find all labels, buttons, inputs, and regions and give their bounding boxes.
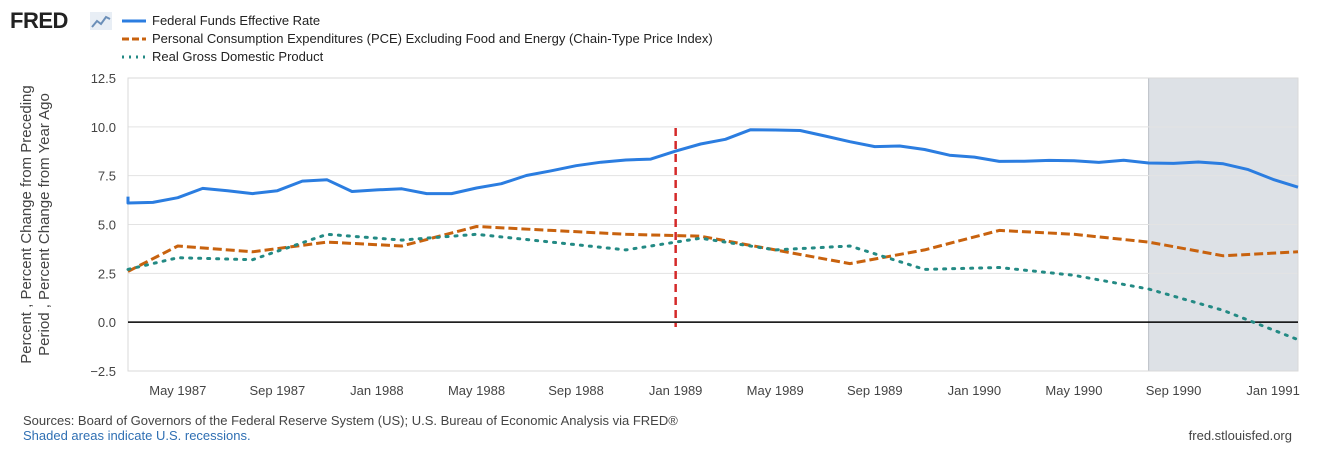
x-tick-label: May 1989 xyxy=(747,383,804,398)
y-tick-label: 7.5 xyxy=(98,169,116,184)
series-fed-funds-line[interactable] xyxy=(126,128,1299,205)
x-tick-label: Jan 1990 xyxy=(948,383,1002,398)
y-axis-label-line2: Period , Percent Change from Year Ago xyxy=(36,93,53,356)
series-real-gdp-line[interactable] xyxy=(126,232,1300,342)
x-tick-label: Sep 1988 xyxy=(548,383,604,398)
recession-note-link[interactable]: Shaded areas indicate U.S. recessions. xyxy=(23,428,251,443)
fred-logo: FRED xyxy=(10,8,68,33)
y-tick-label: −2.5 xyxy=(90,364,116,379)
legend-label: Federal Funds Effective Rate xyxy=(152,13,321,28)
x-tick-label: May 1987 xyxy=(149,383,206,398)
chart-footer-sources: Sources: Board of Governors of the Feder… xyxy=(23,413,678,443)
series-layer xyxy=(126,128,1300,342)
x-tick-label: Jan 1991 xyxy=(1246,383,1300,398)
legend-item-fed-funds[interactable]: Federal Funds Effective Rate xyxy=(122,12,713,30)
legend-swatch-dashed-icon xyxy=(122,37,146,41)
x-tick-label: Jan 1988 xyxy=(350,383,404,398)
y-tick-label: 2.5 xyxy=(98,266,116,281)
legend-label: Real Gross Domestic Product xyxy=(152,49,324,64)
x-tick-label: May 1988 xyxy=(448,383,505,398)
y-axis-ticks: 12.5 10.0 7.5 5.0 2.5 0.0 −2.5 xyxy=(90,71,116,379)
site-url[interactable]: fred.stlouisfed.org xyxy=(1188,428,1292,443)
x-tick-label: May 1990 xyxy=(1045,383,1102,398)
sources-text: Sources: Board of Governors of the Feder… xyxy=(23,413,678,428)
chart-legend: Federal Funds Effective Rate Personal Co… xyxy=(122,12,713,66)
y-axis-label-line1: Percent , Percent Change from Preceding xyxy=(18,85,35,363)
line-chart: 12.5 10.0 7.5 5.0 2.5 0.0 −2.5 May 1987 Sep 198… xyxy=(18,71,1300,398)
legend-item-real-gdp[interactable]: Real Gross Domestic Product xyxy=(122,48,713,66)
x-tick-label: Sep 1987 xyxy=(250,383,306,398)
x-tick-label: Jan 1989 xyxy=(649,383,703,398)
legend-swatch-solid-icon xyxy=(122,19,146,23)
legend-label: Personal Consumption Expenditures (PCE) … xyxy=(152,31,713,46)
y-tick-label: 0.0 xyxy=(98,315,116,330)
x-axis-ticks: May 1987 Sep 1987 Jan 1988 May 1988 Sep 1988… xyxy=(149,383,1300,398)
x-tick-label: Sep 1990 xyxy=(1146,383,1202,398)
legend-item-pce[interactable]: Personal Consumption Expenditures (PCE) … xyxy=(122,30,713,48)
chart-header: FRED Federal Funds Effective Rate Person… xyxy=(0,0,1320,70)
y-tick-label: 5.0 xyxy=(98,218,116,233)
y-tick-label: 10.0 xyxy=(91,120,116,135)
x-tick-label: Sep 1989 xyxy=(847,383,903,398)
grid-lines xyxy=(127,77,1299,372)
fred-chart-logo-icon xyxy=(90,12,112,30)
plot-border xyxy=(127,77,1299,372)
y-tick-label: 12.5 xyxy=(91,71,116,86)
